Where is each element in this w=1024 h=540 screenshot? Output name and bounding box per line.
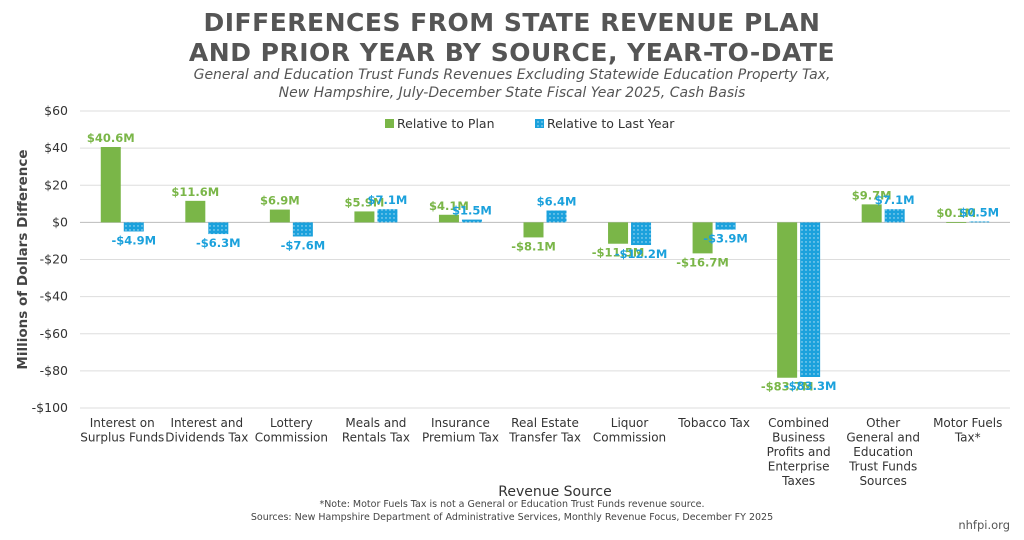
data-label-last-year: -$4.9M [111, 233, 156, 247]
bar-last-year [715, 222, 736, 230]
x-tick-label: Lottery [270, 416, 313, 430]
x-tick-label: Rentals Tax [342, 431, 410, 445]
data-label-last-year: $7.1M [875, 193, 915, 207]
bar-plan [946, 222, 967, 223]
legend-swatch-last-year [535, 119, 544, 128]
data-label-plan: $9.7M [852, 188, 892, 202]
legend-label-plan: Relative to Plan [397, 116, 495, 131]
x-tick-label: Tobacco Tax [677, 416, 750, 430]
data-label-plan: $11.6M [171, 185, 219, 199]
y-tick-label: -$20 [40, 252, 68, 267]
bar-plan [100, 147, 121, 223]
data-label-plan: -$83.7M [761, 380, 814, 394]
bar-last-year [800, 222, 821, 378]
data-label-last-year: -$83.3M [784, 379, 837, 393]
x-tick-label: Transfer Tax [508, 431, 581, 445]
bar-plan [861, 204, 882, 223]
x-tick-label: Interest and [170, 416, 243, 430]
data-label-last-year: $7.1M [367, 193, 407, 207]
x-tick-label: Dividends Tax [165, 431, 248, 445]
data-label-last-year: -$12.2M [615, 247, 668, 261]
x-tick-label: Profits and [767, 445, 831, 459]
bar-plan [777, 222, 798, 378]
y-tick-label: -$80 [40, 363, 68, 378]
data-label-last-year: $6.4M [537, 194, 577, 208]
x-tick-label: Trust Funds [848, 460, 917, 474]
x-tick-label: Commission [593, 431, 666, 445]
x-tick-label: Real Estate [511, 416, 579, 430]
x-tick-label: Taxes [781, 474, 815, 488]
bar-plan [608, 222, 629, 244]
footnote: *Note: Motor Fuels Tax is not a General … [319, 499, 705, 510]
x-tick-label: Liquor [611, 416, 649, 430]
bar-last-year [461, 219, 482, 223]
x-tick-label: Other [866, 416, 900, 430]
bar-plan [523, 222, 544, 238]
data-label-last-year: -$6.3M [196, 236, 241, 250]
data-label-plan: $4.1M [429, 199, 469, 213]
x-tick-label: Combined [768, 416, 829, 430]
x-tick-label: Interest on [90, 416, 155, 430]
y-tick-label: $60 [44, 103, 68, 118]
bar-last-year [292, 222, 313, 237]
x-tick-label: Enterprise [768, 460, 830, 474]
x-tick-label: Surplus Funds [80, 431, 164, 445]
bar-plan [354, 211, 375, 223]
y-tick-label: -$40 [40, 289, 68, 304]
data-label-last-year: -$7.6M [281, 238, 326, 252]
x-tick-label: General and [846, 431, 920, 445]
bar-last-year [123, 222, 144, 232]
y-axis-label: Millions of Dollars Difference [15, 149, 31, 369]
legend-label-last-year: Relative to Last Year [547, 116, 675, 131]
bar-last-year [546, 210, 567, 223]
x-tick-label: Motor Fuels [933, 416, 1002, 430]
bar-last-year [969, 221, 990, 223]
bar-chart: $60 $40 $20 $0 -$20 -$40 -$60 -$80 -$100 Millions… [15, 103, 1010, 498]
x-tick-label: Tax* [954, 431, 981, 445]
sources-note: Sources: New Hampshire Department of Adm… [250, 512, 774, 523]
bar-plan [438, 214, 459, 223]
bar-last-year [884, 209, 905, 223]
bar-last-year [377, 209, 398, 223]
data-label-last-year: $1.5M [452, 204, 492, 218]
y-tick-label: $0 [52, 214, 68, 229]
x-tick-label: Commission [255, 431, 328, 445]
x-tick-label: Meals and [345, 416, 406, 430]
y-tick-label: -$60 [40, 326, 68, 341]
x-tick-label: Education [853, 445, 913, 459]
bar-plan [692, 222, 713, 254]
data-label-plan: $5.9M [344, 195, 384, 209]
bar-last-year [208, 222, 229, 235]
data-label-plan: -$11.5M [592, 246, 645, 260]
x-tick-label: Premium Tax [422, 431, 499, 445]
data-label-last-year: $0.5M [959, 205, 999, 219]
data-label-plan: $40.6M [87, 131, 135, 145]
y-tick-label: $20 [44, 177, 68, 192]
x-tick-label: Sources [859, 474, 906, 488]
brand-url: nhfpi.org [958, 518, 1010, 532]
data-label-plan: -$16.7M [676, 255, 729, 269]
legend-swatch-plan [385, 119, 394, 128]
bar-plan [269, 209, 290, 223]
bar-last-year [631, 222, 652, 246]
data-label-plan: $0.1M [936, 206, 976, 220]
x-tick-label: Business [772, 431, 825, 445]
y-tick-label: -$100 [32, 400, 68, 415]
data-label-last-year: -$3.9M [703, 232, 748, 246]
chart-title-line-1: DIFFERENCES FROM STATE REVENUE PLAN [203, 8, 821, 37]
data-label-plan: $6.9M [260, 194, 300, 208]
x-axis-label: Revenue Source [498, 484, 612, 498]
chart-subtitle-line-1: General and Education Trust Funds Revenu… [193, 67, 831, 83]
chart-title-line-2: AND PRIOR YEAR BY SOURCE, YEAR-TO-DATE [188, 38, 836, 67]
data-label-plan: -$8.1M [511, 239, 556, 253]
x-tick-label: Insurance [431, 416, 490, 430]
y-tick-label: $40 [44, 140, 68, 155]
bar-plan [185, 200, 206, 223]
chart-subtitle-line-2: New Hampshire, July-December State Fisca… [278, 85, 746, 101]
